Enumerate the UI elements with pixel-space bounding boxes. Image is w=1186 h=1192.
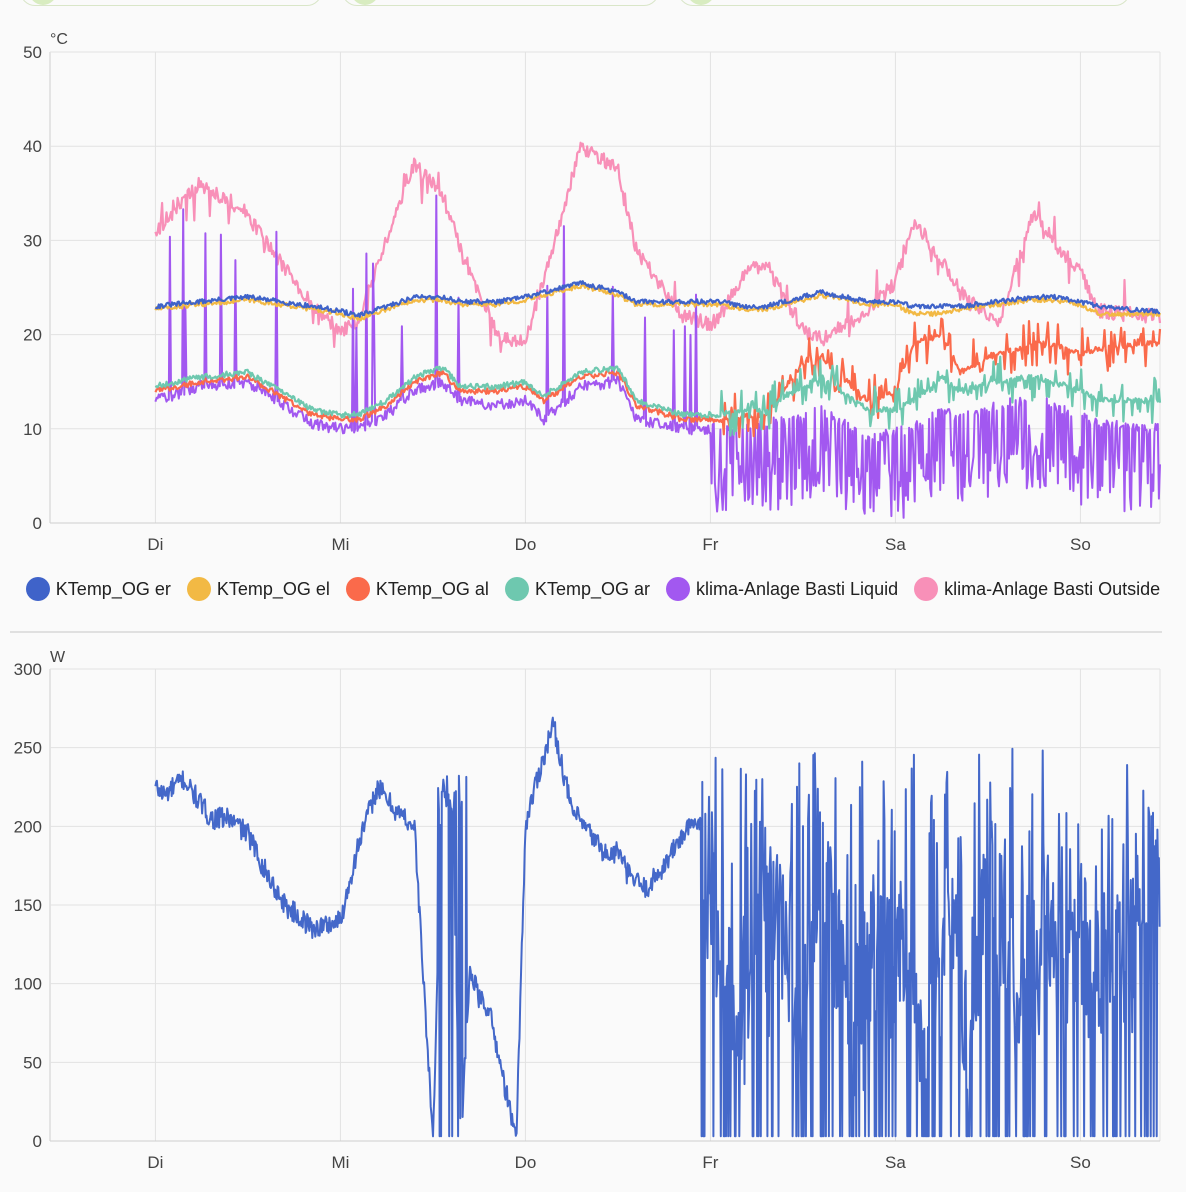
y-tick-label: 40 xyxy=(23,137,42,156)
series-line-ktemp-og-ar xyxy=(154,355,1162,437)
y-tick-label: 150 xyxy=(14,896,42,915)
temperature-chart: Di Mi Do Fr Sa So 0 10 20 30 40 50 °C xyxy=(23,31,1162,554)
legend-swatch xyxy=(665,577,690,601)
x-tick-label: So xyxy=(1070,1153,1091,1172)
x-tick-label: Mi xyxy=(331,535,349,554)
legend-label: klima-Anlage Basti Outside xyxy=(944,578,1161,599)
power-series-line xyxy=(154,716,1161,1138)
x-tick-label: Di xyxy=(147,535,163,554)
chip-icon xyxy=(687,0,715,5)
x-tick-label: So xyxy=(1070,535,1091,554)
legend-swatch xyxy=(914,577,939,601)
y-tick-label: 200 xyxy=(14,817,42,836)
legend-label: KTemp_OG al xyxy=(375,578,489,599)
legend-item[interactable]: klima-Anlage Basti Liquid xyxy=(665,577,899,601)
unit-label: °C xyxy=(50,31,68,48)
chip-icon xyxy=(351,0,379,5)
x-tick-label: Di xyxy=(147,1153,163,1172)
y-tick-label: 100 xyxy=(14,975,42,994)
x-tick-label: Mi xyxy=(331,1153,349,1172)
y-tick-label: 300 xyxy=(14,660,42,679)
y-tick-label: 0 xyxy=(33,514,42,533)
unit-label: W xyxy=(50,649,66,666)
x-tick-label: Sa xyxy=(885,535,906,554)
legend-label: KTemp_OG ar xyxy=(534,578,650,599)
y-tick-label: 0 xyxy=(33,1132,42,1151)
power-chart: Di Mi Do Fr Sa So 0 50 100 150 200 250 300 W xyxy=(14,649,1161,1172)
temperature-legend: KTemp_OG er KTemp_OG el KTemp_OG al KTemp_O… xyxy=(0,574,1186,604)
x-tick-label: Sa xyxy=(885,1153,906,1172)
legend-swatch xyxy=(504,577,529,601)
series-line-klima-anlage-basti-liquid xyxy=(154,194,1161,519)
legend-item[interactable]: KTemp_OG al xyxy=(345,577,489,601)
legend-label: KTemp_OG el xyxy=(216,578,330,599)
legend-swatch xyxy=(186,577,211,601)
y-tick-label: 20 xyxy=(23,326,42,345)
chip-icon xyxy=(29,0,57,5)
x-tick-label: Fr xyxy=(702,535,718,554)
legend-swatch xyxy=(25,577,50,601)
series-line-ktemp-og-er xyxy=(154,280,1161,318)
y-tick-label: 50 xyxy=(23,1053,42,1072)
y-tick-label: 10 xyxy=(23,420,42,439)
y-tick-label: 250 xyxy=(14,739,42,758)
legend-label: klima-Anlage Basti Liquid xyxy=(695,578,899,599)
series-line-ktemp-og-al xyxy=(154,317,1162,439)
x-tick-label: Fr xyxy=(702,1153,718,1172)
series-line-klima-anlage-basti-outside xyxy=(154,141,1162,353)
x-tick-label: Do xyxy=(515,535,537,554)
chart-divider xyxy=(10,631,1162,633)
legend-item[interactable]: KTemp_OG el xyxy=(186,577,330,601)
legend-item[interactable]: klima-Anlage Basti Outside xyxy=(914,577,1160,601)
legend-item[interactable]: KTemp_OG ar xyxy=(504,577,650,601)
y-tick-label: 30 xyxy=(23,231,42,250)
legend-label: KTemp_OG er xyxy=(55,578,171,599)
legend-swatch xyxy=(345,577,370,601)
y-tick-label: 50 xyxy=(23,43,42,62)
x-tick-label: Do xyxy=(515,1153,537,1172)
legend-item[interactable]: KTemp_OG er xyxy=(25,577,171,601)
series-line-ktemp-og-el xyxy=(154,283,1162,322)
header-chips xyxy=(0,0,1186,8)
